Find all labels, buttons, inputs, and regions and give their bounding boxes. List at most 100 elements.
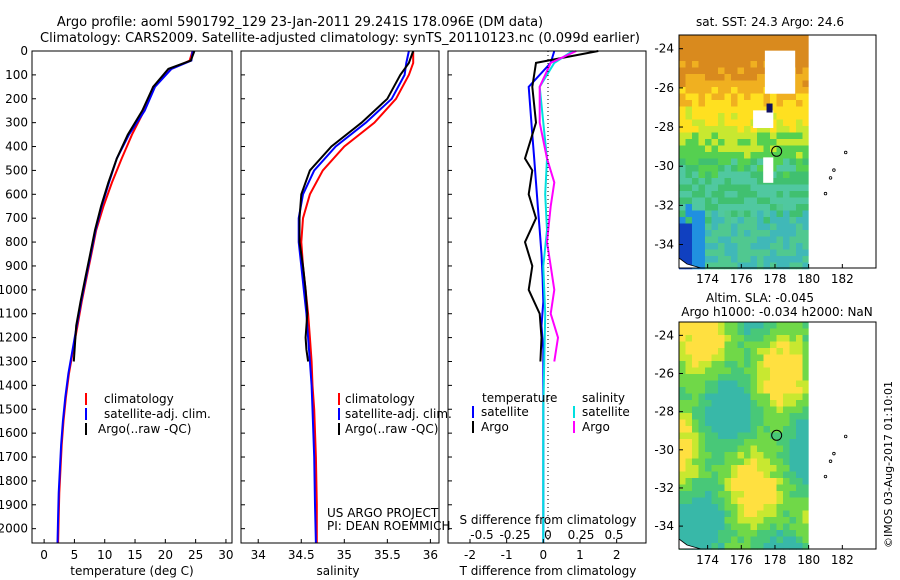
temperature-axes-frame — [31, 50, 233, 544]
heatmap-cell — [783, 210, 790, 218]
heatmap-cell — [750, 445, 758, 453]
heatmap-cell — [711, 354, 719, 362]
heatmap-cell — [783, 217, 790, 224]
heatmap-cell — [692, 387, 699, 394]
heatmap-cell — [724, 48, 732, 55]
heatmap-cell — [705, 93, 712, 101]
heatmap-cell — [685, 478, 693, 485]
heatmap-cell — [750, 517, 758, 524]
heatmap-cell — [724, 419, 732, 427]
heatmap-cell — [802, 80, 810, 88]
heatmap-cell — [750, 341, 758, 349]
heatmap-cell — [724, 523, 732, 531]
heatmap-cell — [796, 113, 803, 120]
heatmap-cell — [705, 510, 712, 518]
heatmap-cell — [711, 471, 719, 479]
heatmap-cell — [724, 465, 732, 472]
heatmap-cell — [776, 93, 784, 101]
sla-map-frame — [678, 321, 877, 550]
heatmap-cell — [698, 380, 706, 388]
salinity-legend: climatology satellite-adj. clim. Argo(..… — [338, 392, 452, 436]
heatmap-cell — [763, 458, 771, 466]
heatmap-cell — [750, 322, 758, 329]
heatmap-cell — [744, 517, 751, 524]
heatmap-cell — [744, 484, 751, 492]
heatmap-cell — [724, 322, 732, 329]
heatmap-cell — [737, 523, 745, 531]
heatmap-cell — [763, 491, 771, 498]
heatmap-cell — [757, 497, 764, 505]
heatmap-cell — [718, 145, 725, 153]
heatmap-cell — [731, 61, 738, 68]
heatmap-cell — [731, 93, 738, 101]
heatmap-cell — [770, 217, 777, 224]
heatmap-cell — [692, 374, 699, 381]
heatmap-cell — [783, 152, 790, 159]
heatmap-cell — [731, 328, 738, 336]
y-tick-label: 600 — [5, 187, 28, 201]
y-tick-label: 1900 — [0, 498, 28, 512]
heatmap-cell — [776, 432, 784, 440]
heatmap-cell — [789, 413, 797, 420]
heatmap-cell — [737, 48, 745, 55]
heatmap-cell — [789, 536, 797, 544]
heatmap-cell — [698, 152, 706, 159]
heatmap-cell — [705, 171, 712, 179]
heatmap-cell — [685, 217, 693, 224]
heatmap-cell — [763, 361, 771, 368]
heatmap-cell — [776, 484, 784, 492]
heatmap-cell — [796, 426, 803, 433]
heatmap-cell — [711, 106, 719, 114]
heatmap-cell — [783, 178, 790, 185]
heatmap-cell — [763, 465, 771, 472]
heatmap-cell — [757, 478, 764, 485]
heatmap-cell — [770, 165, 777, 172]
heatmap-cell — [685, 80, 693, 88]
heatmap-cell — [698, 119, 706, 127]
heatmap-cell — [744, 439, 751, 446]
heatmap-cell — [685, 35, 693, 42]
heatmap-cell — [789, 445, 797, 453]
heatmap-cell — [783, 426, 790, 433]
heatmap-cell — [763, 145, 771, 153]
heatmap-cell — [802, 380, 810, 388]
heatmap-cell — [692, 361, 699, 368]
heatmap-cell — [718, 41, 725, 49]
heatmap-cell — [698, 171, 706, 179]
heatmap-cell — [718, 406, 725, 414]
heatmap-cell — [783, 484, 790, 492]
heatmap-cell — [731, 510, 738, 518]
heatmap-cell — [796, 536, 803, 544]
heatmap-cell — [711, 426, 719, 433]
heatmap-cell — [802, 106, 810, 114]
heatmap-cell — [731, 126, 738, 133]
heatmap-cell — [789, 243, 797, 250]
heatmap-cell — [802, 543, 810, 550]
heatmap-cell — [679, 393, 686, 401]
heatmap-cell — [783, 126, 790, 133]
heatmap-cell — [718, 426, 725, 433]
heatmap-cell — [718, 354, 725, 362]
heatmap-cell — [698, 504, 706, 511]
heatmap-cell — [731, 426, 738, 433]
heatmap-cell — [789, 165, 797, 172]
heatmap-cell — [718, 249, 725, 257]
heatmap-cell — [711, 158, 719, 166]
heatmap-cell — [685, 452, 693, 459]
series-line-argo-raw-qc- — [72, 50, 196, 362]
heatmap-cell — [757, 249, 764, 257]
heatmap-cell — [731, 322, 738, 329]
heatmap-cell — [744, 184, 751, 192]
heatmap-cell — [757, 80, 764, 88]
heatmap-cell — [802, 387, 810, 394]
heatmap-cell — [789, 400, 797, 407]
heatmap-cell — [802, 35, 810, 42]
heatmap-cell — [724, 367, 732, 375]
x-tick-label: -2 — [464, 548, 476, 562]
heatmap-cell — [718, 191, 725, 198]
heatmap-cell — [724, 335, 732, 342]
heatmap-cell — [698, 87, 706, 94]
heatmap-cell — [692, 145, 699, 153]
heatmap-cell — [692, 132, 699, 140]
heatmap-cell — [796, 256, 803, 263]
